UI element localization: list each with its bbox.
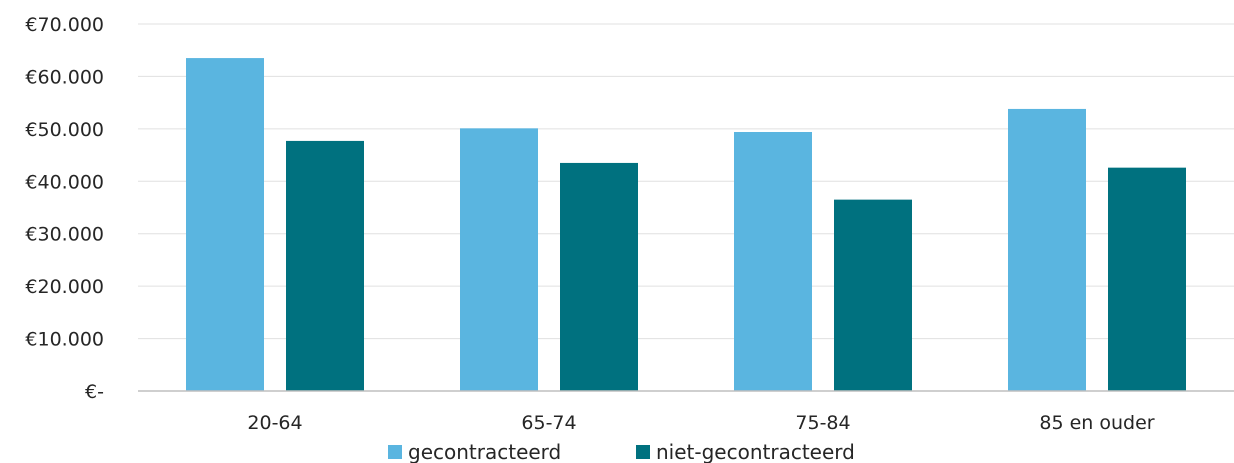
- bar-niet-gecontracteerd-85-en-ouder: [1108, 167, 1186, 391]
- y-tick-label: €20.000: [25, 276, 104, 298]
- x-category-label: 85 en ouder: [1039, 412, 1154, 434]
- bar-niet-gecontracteerd-20-64: [286, 140, 364, 391]
- bar-gecontracteerd-65-74: [460, 128, 538, 391]
- bar-gecontracteerd-75-84: [734, 132, 812, 391]
- legend: gecontracteerd niet-gecontracteerd: [388, 440, 855, 463]
- bar-niet-gecontracteerd-65-74: [560, 162, 638, 391]
- x-category-label: 65-74: [521, 412, 576, 434]
- legend-label-gecontracteerd: gecontracteerd: [408, 440, 561, 463]
- x-category-label: 20-64: [247, 412, 302, 434]
- y-tick-label: €50.000: [25, 119, 104, 141]
- y-tick-label: €70.000: [25, 14, 104, 36]
- bars: [186, 58, 1186, 391]
- bar-gecontracteerd-20-64: [186, 58, 264, 391]
- y-tick-label: €30.000: [25, 224, 104, 246]
- x-category-label: 75-84: [795, 412, 850, 434]
- y-axis-tick-labels: €- €10.000 €20.000 €30.000 €40.000 €50.000 €60…: [25, 14, 104, 403]
- bar-niet-gecontracteerd-75-84: [834, 199, 912, 391]
- y-tick-label: €40.000: [25, 171, 104, 193]
- bar-gecontracteerd-85-en-ouder: [1008, 108, 1086, 391]
- x-axis-category-labels: 20-64 65-74 75-84 85 en ouder: [247, 412, 1154, 434]
- y-tick-label: €60.000: [25, 66, 104, 88]
- legend-swatch-niet-gecontracteerd: [636, 445, 650, 459]
- legend-swatch-gecontracteerd: [388, 445, 402, 459]
- y-tick-label: €-: [85, 381, 104, 403]
- legend-label-niet-gecontracteerd: niet-gecontracteerd: [656, 440, 855, 463]
- y-tick-label: €10.000: [25, 329, 104, 351]
